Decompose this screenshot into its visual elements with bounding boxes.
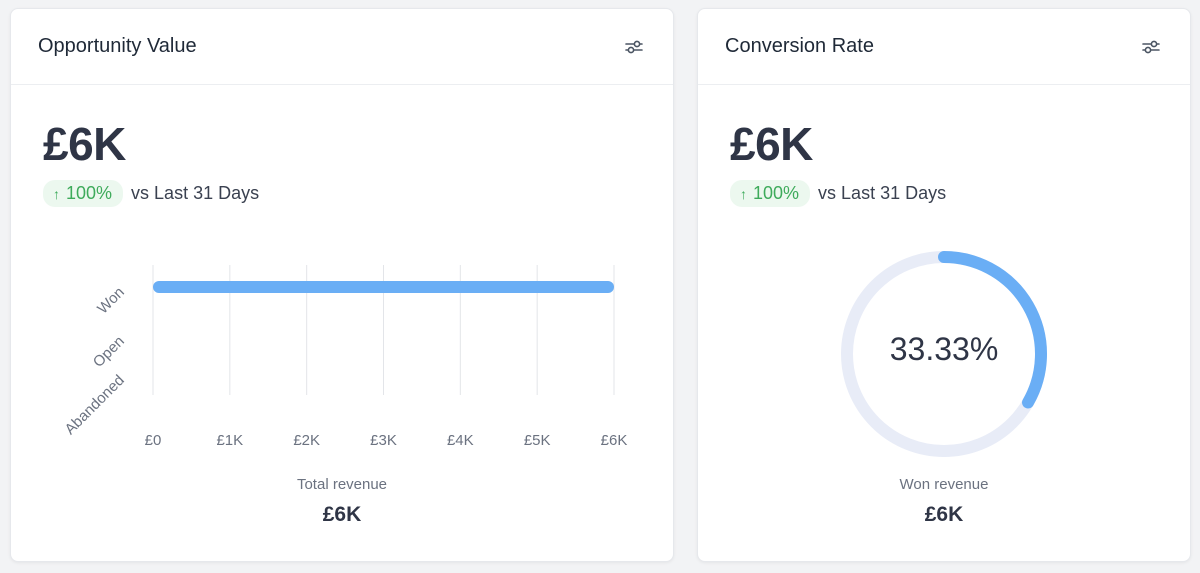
donut-segment-won[interactable] bbox=[938, 251, 1047, 409]
conversion-value: £6K bbox=[730, 118, 813, 170]
sliders-icon[interactable] bbox=[623, 36, 645, 58]
x-tick-label: £3K bbox=[370, 432, 397, 449]
x-tick-label: £4K bbox=[447, 432, 474, 449]
x-tick-label: £0 bbox=[145, 432, 162, 449]
trend-row: ↑ 100% vs Last 31 Days bbox=[730, 180, 946, 207]
footer-value: £6K bbox=[924, 503, 964, 526]
card-header: Conversion Rate bbox=[698, 9, 1190, 85]
x-tick-label: £2K bbox=[293, 432, 320, 449]
y-tick-label: Won bbox=[94, 284, 128, 318]
arrow-up-icon: ↑ bbox=[53, 185, 60, 202]
x-tick-label: £6K bbox=[601, 432, 628, 449]
trend-badge: ↑ 100% bbox=[730, 180, 811, 207]
card-header: Opportunity Value bbox=[11, 9, 673, 85]
trend-comparison: vs Last 31 Days bbox=[131, 183, 260, 203]
y-tick-label: Abandoned bbox=[62, 372, 128, 438]
donut-center-label: 33.33% bbox=[889, 331, 999, 367]
trend-row: ↑ 100% vs Last 31 Days bbox=[43, 180, 259, 207]
trend-percent: 100% bbox=[66, 183, 113, 203]
conversion-donut-chart bbox=[841, 251, 1047, 457]
x-tick-label: £5K bbox=[524, 432, 551, 449]
y-tick-label: Open bbox=[90, 333, 128, 371]
opportunity-value: £6K bbox=[43, 118, 126, 170]
x-tick-label: £1K bbox=[216, 432, 243, 449]
sliders-icon[interactable] bbox=[1140, 36, 1162, 58]
opportunity-value-card: Opportunity Value £6K ↑ 100% vs Last 31 … bbox=[10, 8, 674, 562]
footer-label: Won revenue bbox=[899, 476, 989, 493]
arrow-up-icon: ↑ bbox=[740, 185, 747, 202]
trend-badge: ↑ 100% bbox=[43, 180, 124, 207]
conversion-rate-card: Conversion Rate £6K ↑ 100% vs Last 31 Da… bbox=[697, 8, 1191, 562]
footer-label: Total revenue bbox=[296, 476, 388, 493]
footer-value: £6K bbox=[322, 503, 362, 526]
card-title: Opportunity Value bbox=[38, 35, 197, 57]
card-title: Conversion Rate bbox=[725, 35, 874, 57]
trend-percent: 100% bbox=[753, 183, 800, 203]
trend-comparison: vs Last 31 Days bbox=[818, 183, 947, 203]
